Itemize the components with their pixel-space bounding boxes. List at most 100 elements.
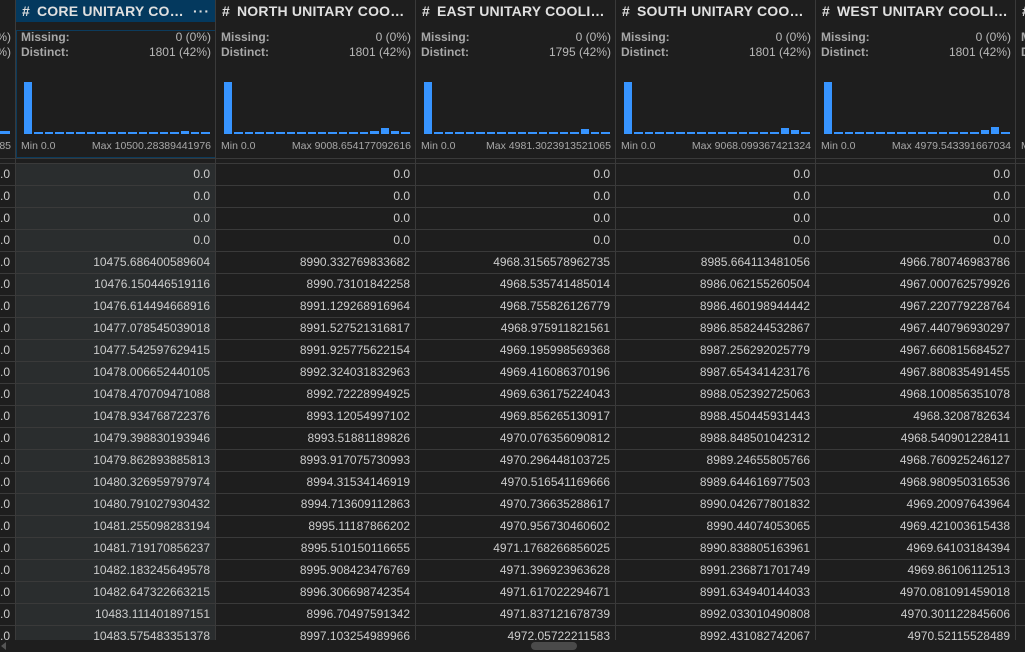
histogram-bar[interactable] (738, 132, 748, 134)
table-cell[interactable] (1016, 428, 1025, 450)
histogram-bar[interactable] (455, 132, 464, 134)
histogram-bar[interactable] (34, 132, 43, 134)
histogram-bar[interactable] (886, 132, 896, 134)
histogram-bar[interactable] (297, 132, 306, 134)
table-cell[interactable]: 8985.664113481056 (616, 252, 816, 274)
histogram-bar[interactable] (497, 132, 506, 134)
histogram-bar[interactable] (728, 132, 737, 134)
table-cell[interactable]: 0.0 (616, 208, 816, 230)
table-cell[interactable]: 10483.575483351378 (16, 626, 216, 640)
table-cell[interactable]: 0.0 (816, 208, 1016, 230)
table-cell[interactable]: 4971.396923963628 (416, 560, 616, 582)
column-header[interactable]: # NORTH UNITARY COOLI... (216, 0, 416, 22)
table-cell[interactable]: 4968.540901228411 (816, 428, 1016, 450)
histogram-bar[interactable] (517, 132, 527, 134)
table-cell[interactable]: 8993.51881189826 (216, 428, 416, 450)
column-divider[interactable] (815, 0, 816, 640)
table-cell[interactable]: 10477.078545039018 (16, 318, 216, 340)
table-cell[interactable]: 4970.956730460602 (416, 516, 616, 538)
histogram-bar[interactable] (634, 132, 643, 134)
histogram-bar[interactable] (255, 132, 264, 134)
horizontal-scrollbar[interactable] (0, 640, 1025, 652)
table-cell[interactable]: 4970.301122845606 (816, 604, 1016, 626)
histogram-bar[interactable] (938, 132, 948, 134)
table-cell[interactable] (1016, 560, 1025, 582)
table-cell[interactable] (1016, 384, 1025, 406)
table-cell[interactable]: 4969.195998569368 (416, 340, 616, 362)
table-cell[interactable]: .0 (0, 516, 16, 538)
histogram-bar[interactable] (444, 132, 454, 134)
histogram-bar[interactable] (676, 132, 685, 134)
table-cell[interactable] (1016, 494, 1025, 516)
histogram-bar[interactable] (286, 132, 296, 134)
table-cell[interactable]: 4969.856265130917 (416, 406, 616, 428)
table-cell[interactable]: 8990.042677801832 (616, 494, 816, 516)
table-cell[interactable]: 0.0 (816, 186, 1016, 208)
table-cell[interactable]: 4967.880835491455 (816, 362, 1016, 384)
table-cell[interactable]: 0.0 (816, 230, 1016, 252)
histogram-bar[interactable] (170, 132, 179, 134)
histogram-bar[interactable] (180, 130, 189, 134)
table-cell[interactable]: 4972.05722211583 (416, 626, 616, 640)
histogram-bar[interactable] (580, 128, 589, 134)
table-cell[interactable]: 4968.760925246127 (816, 450, 1016, 472)
table-cell[interactable]: 0.0 (16, 230, 216, 252)
table-cell[interactable]: 8995.11187866202 (216, 516, 416, 538)
column-header[interactable]: # EAST UNITARY COOLIN... (416, 0, 616, 22)
histogram-bar[interactable] (201, 132, 210, 134)
table-cell[interactable]: 8992.72228994925 (216, 384, 416, 406)
table-cell[interactable]: 4970.52115528489 (816, 626, 1016, 640)
scroll-left-arrow-icon[interactable] (1, 642, 6, 650)
table-cell[interactable]: 0.0 (16, 164, 216, 186)
table-cell[interactable]: 10478.006652440105 (16, 362, 216, 384)
table-cell[interactable]: .0 (0, 318, 16, 340)
table-cell[interactable]: 8994.31534146919 (216, 472, 416, 494)
table-cell[interactable]: .0 (0, 538, 16, 560)
histogram-bar[interactable] (65, 132, 75, 134)
histogram-bar[interactable] (876, 132, 885, 134)
histogram-bar[interactable] (897, 132, 906, 134)
table-cell[interactable] (1016, 318, 1025, 340)
histogram-bar[interactable] (244, 132, 254, 134)
table-cell[interactable]: 4970.516541169666 (416, 472, 616, 494)
table-cell[interactable] (1016, 626, 1025, 640)
histogram-bar[interactable] (624, 82, 633, 134)
table-cell[interactable]: .0 (0, 208, 16, 230)
histogram-bar[interactable] (570, 132, 579, 134)
table-cell[interactable]: 8989.644616977503 (616, 472, 816, 494)
table-cell[interactable] (1016, 230, 1025, 252)
table-cell[interactable]: 4968.535741485014 (416, 274, 616, 296)
column-header-partial[interactable]: # (1016, 0, 1025, 22)
table-cell[interactable] (1016, 516, 1025, 538)
histogram-bar[interactable] (697, 132, 706, 134)
table-cell[interactable]: .0 (0, 164, 16, 186)
table-cell[interactable]: 8991.236871701749 (616, 560, 816, 582)
histogram-bar[interactable] (191, 132, 200, 134)
table-cell[interactable]: .0 (0, 406, 16, 428)
table-cell[interactable]: .0 (0, 296, 16, 318)
table-cell[interactable]: 4969.636175224043 (416, 384, 616, 406)
table-cell[interactable]: 0.0 (216, 230, 416, 252)
table-cell[interactable]: 8992.431082742067 (616, 626, 816, 640)
table-cell[interactable]: .0 (0, 252, 16, 274)
histogram-bar[interactable] (1001, 132, 1010, 134)
table-cell[interactable]: 4969.64103184394 (816, 538, 1016, 560)
table-cell[interactable]: 0.0 (616, 230, 816, 252)
histogram-bar[interactable] (234, 132, 243, 134)
table-cell[interactable]: 4971.837121678739 (416, 604, 616, 626)
table-cell[interactable]: 4968.975911821561 (416, 318, 616, 340)
histogram-bar[interactable] (128, 132, 137, 134)
table-cell[interactable]: 8990.44074053065 (616, 516, 816, 538)
table-cell[interactable]: .0 (0, 604, 16, 626)
histogram-bar[interactable] (276, 132, 285, 134)
table-cell[interactable]: 0.0 (16, 208, 216, 230)
histogram-bar[interactable] (844, 132, 854, 134)
table-cell[interactable]: 0.0 (416, 230, 616, 252)
table-cell[interactable]: 8987.256292025779 (616, 340, 816, 362)
table-cell[interactable]: .0 (0, 560, 16, 582)
table-cell[interactable]: 4969.20097643964 (816, 494, 1016, 516)
table-cell[interactable]: 10479.862893885813 (16, 450, 216, 472)
table-cell[interactable]: 4966.780746983786 (816, 252, 1016, 274)
column-divider[interactable] (215, 0, 216, 640)
table-cell[interactable]: 0.0 (216, 164, 416, 186)
